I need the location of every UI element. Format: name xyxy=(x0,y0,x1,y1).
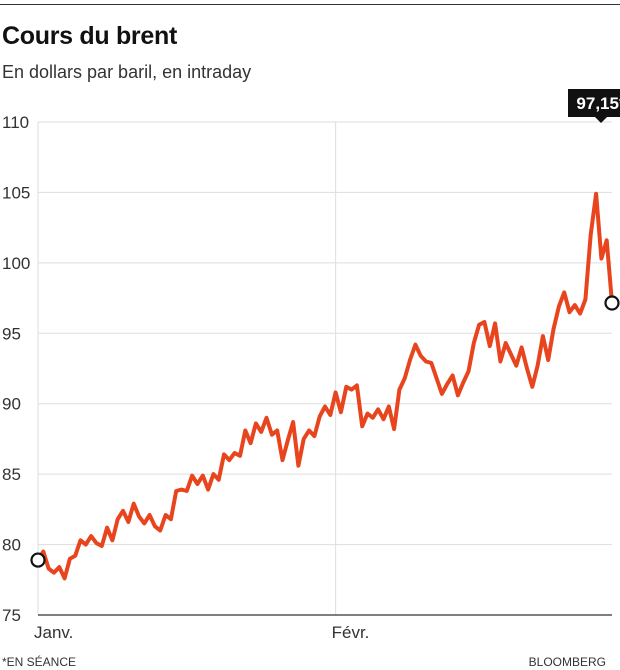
y-tick-label: 100 xyxy=(2,254,30,273)
y-tick-label: 105 xyxy=(2,183,30,202)
series-layer xyxy=(36,191,614,581)
callout-layer: 97,15* xyxy=(568,89,620,123)
y-tick-label: 80 xyxy=(2,536,21,555)
y-tick-label: 110 xyxy=(2,113,29,132)
chart-subtitle: En dollars par baril, en intraday xyxy=(2,62,252,82)
label-layer: 75 80 85 90 95 100 105 110 Janv. Févr. xyxy=(2,113,369,642)
value-callout-box xyxy=(568,89,620,123)
start-point-marker xyxy=(30,552,46,568)
y-tick-label: 75 xyxy=(2,606,21,625)
marker-layer xyxy=(30,295,620,568)
x-tick-label: Janv. xyxy=(34,623,73,642)
grid-layer xyxy=(37,121,612,615)
x-tick-label: Févr. xyxy=(332,623,370,642)
end-point-marker xyxy=(604,295,620,311)
source-credit: BLOOMBERG xyxy=(528,655,606,669)
brent-price-line xyxy=(36,191,614,581)
y-tick-label: 90 xyxy=(2,395,21,414)
y-tick-label: 95 xyxy=(2,324,21,343)
top-rule xyxy=(0,4,620,5)
brent-line-chart: 75 80 85 90 95 100 105 110 Janv. Févr. 97,15* xyxy=(2,89,620,642)
y-tick-label: 85 xyxy=(2,465,21,484)
footnote: *EN SÉANCE xyxy=(2,655,77,669)
chart-title: Cours du brent xyxy=(2,22,177,50)
value-callout-label: 97,15* xyxy=(576,94,620,113)
